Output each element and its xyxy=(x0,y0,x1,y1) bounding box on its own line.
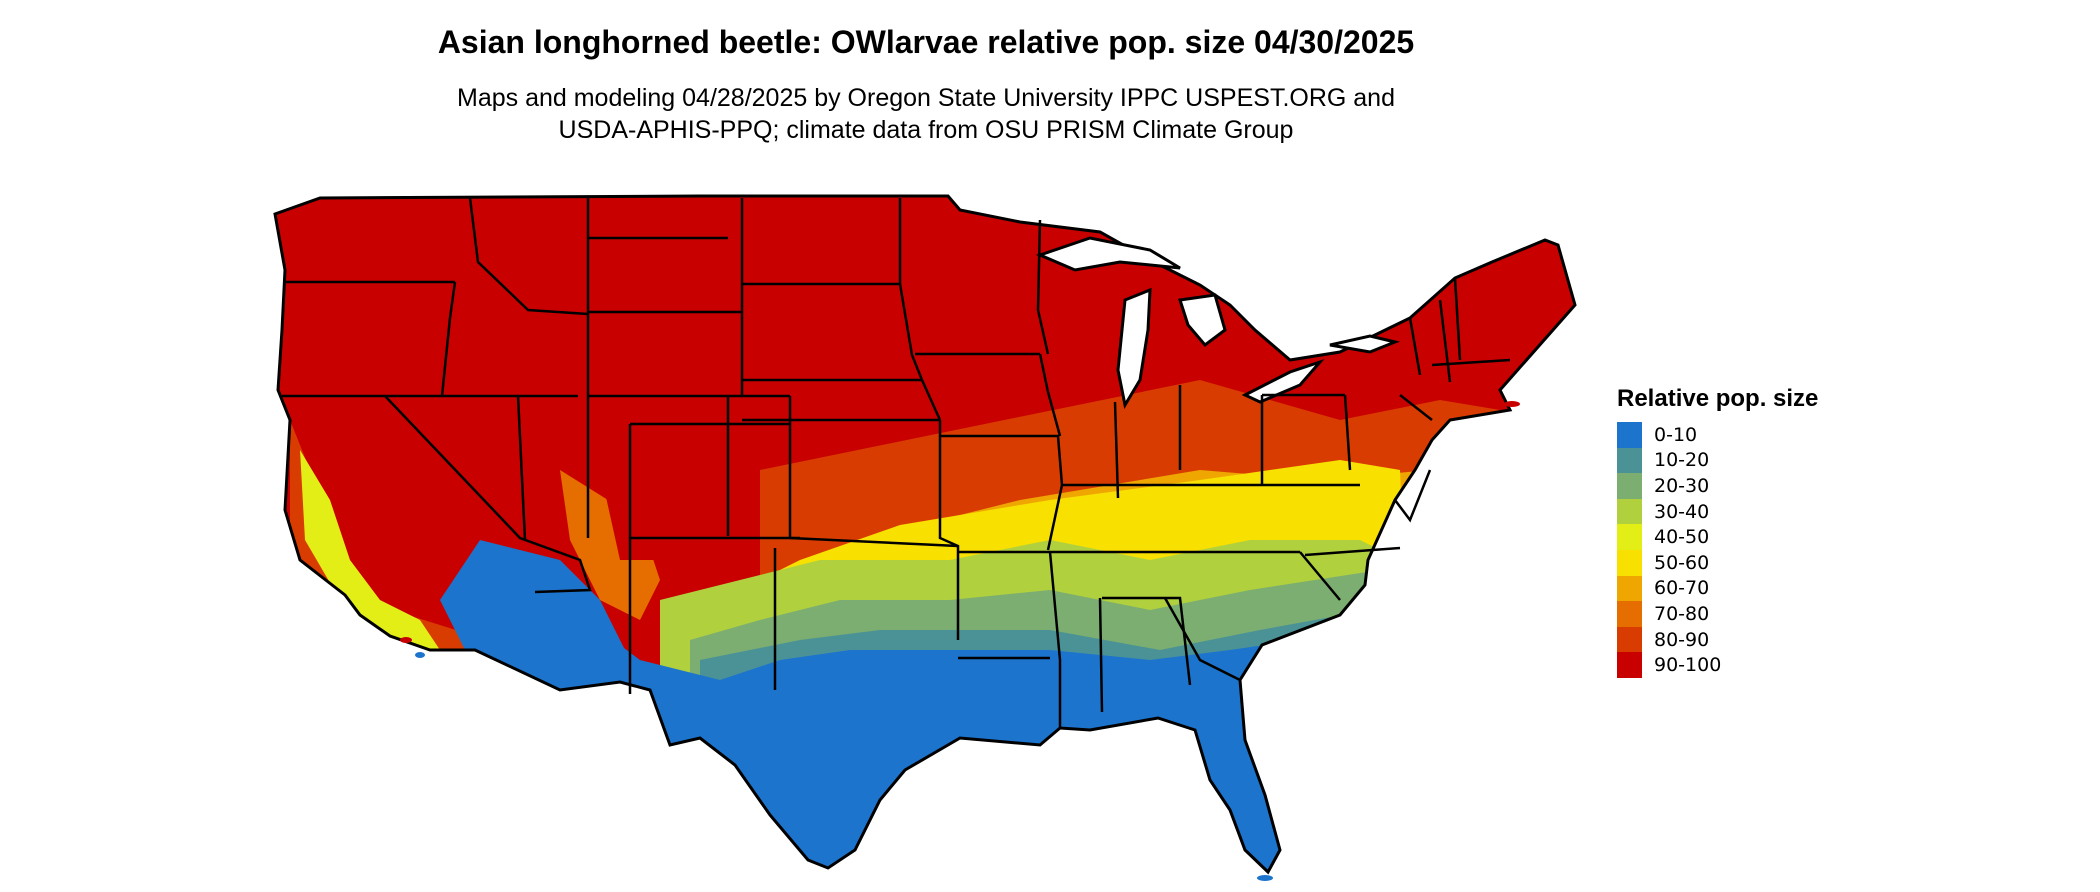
legend-label: 90-100 xyxy=(1654,654,1722,677)
legend-items: 0-10 10-20 20-30 30-40 40-50 50-60 60-70 70-80 8… xyxy=(1617,422,1818,678)
state-boundaries xyxy=(282,197,1511,728)
lake-michigan xyxy=(1116,287,1152,410)
coastal-islands xyxy=(400,401,1520,881)
legend-label: 80-90 xyxy=(1654,628,1710,651)
legend-item: 50-60 xyxy=(1617,549,1818,576)
lake-ontario xyxy=(1329,334,1400,354)
legend-item: 70-80 xyxy=(1617,601,1818,627)
legend-swatch xyxy=(1617,447,1642,474)
legend-item: 60-70 xyxy=(1617,575,1818,602)
legend-item: 20-30 xyxy=(1617,473,1818,499)
map-title: Asian longhorned beetle: OWlarvae relati… xyxy=(437,24,1415,60)
legend-swatch xyxy=(1617,626,1642,653)
us-outline xyxy=(273,194,1577,875)
legend-swatch xyxy=(1617,575,1642,602)
legend-item: 0-10 xyxy=(1617,422,1818,448)
legend-item: 90-100 xyxy=(1617,652,1818,678)
zone-band xyxy=(560,470,660,620)
legend-swatch xyxy=(1617,473,1642,499)
legend-swatch xyxy=(1617,549,1642,576)
legend-label: 0-10 xyxy=(1654,423,1698,446)
legend-label: 20-30 xyxy=(1654,474,1710,497)
legend-label: 70-80 xyxy=(1654,602,1710,625)
lake-huron xyxy=(1178,293,1227,348)
legend-label: 30-40 xyxy=(1654,500,1710,523)
legend-swatch xyxy=(1617,422,1642,448)
legend-swatch xyxy=(1617,524,1642,550)
legend-item: 80-90 xyxy=(1617,626,1818,653)
map-subtitle-line-2: USDA-APHIS-PPQ; climate data from OSU PR… xyxy=(558,116,1294,144)
legend-label: 10-20 xyxy=(1654,449,1710,472)
population-zones xyxy=(275,196,1575,872)
map-subtitle-line-1: Maps and modeling 04/28/2025 by Oregon S… xyxy=(457,84,1395,112)
legend-title: Relative pop. size xyxy=(1617,385,1819,412)
legend: Relative pop. size 0-10 10-20 20-30 30-40 40… xyxy=(1617,385,1818,678)
legend-item: 10-20 xyxy=(1617,447,1818,474)
great-lakes xyxy=(1035,236,1400,410)
legend-label: 60-70 xyxy=(1654,577,1710,600)
legend-item: 30-40 xyxy=(1617,498,1818,525)
legend-label: 40-50 xyxy=(1654,526,1710,549)
zone-band xyxy=(300,450,440,650)
lake-superior xyxy=(1035,236,1181,272)
legend-swatch xyxy=(1617,601,1642,627)
legend-swatch xyxy=(1617,498,1642,525)
lake-erie xyxy=(1241,358,1325,404)
legend-swatch xyxy=(1617,652,1642,678)
legend-label: 50-60 xyxy=(1654,551,1710,574)
legend-item: 40-50 xyxy=(1617,524,1818,550)
